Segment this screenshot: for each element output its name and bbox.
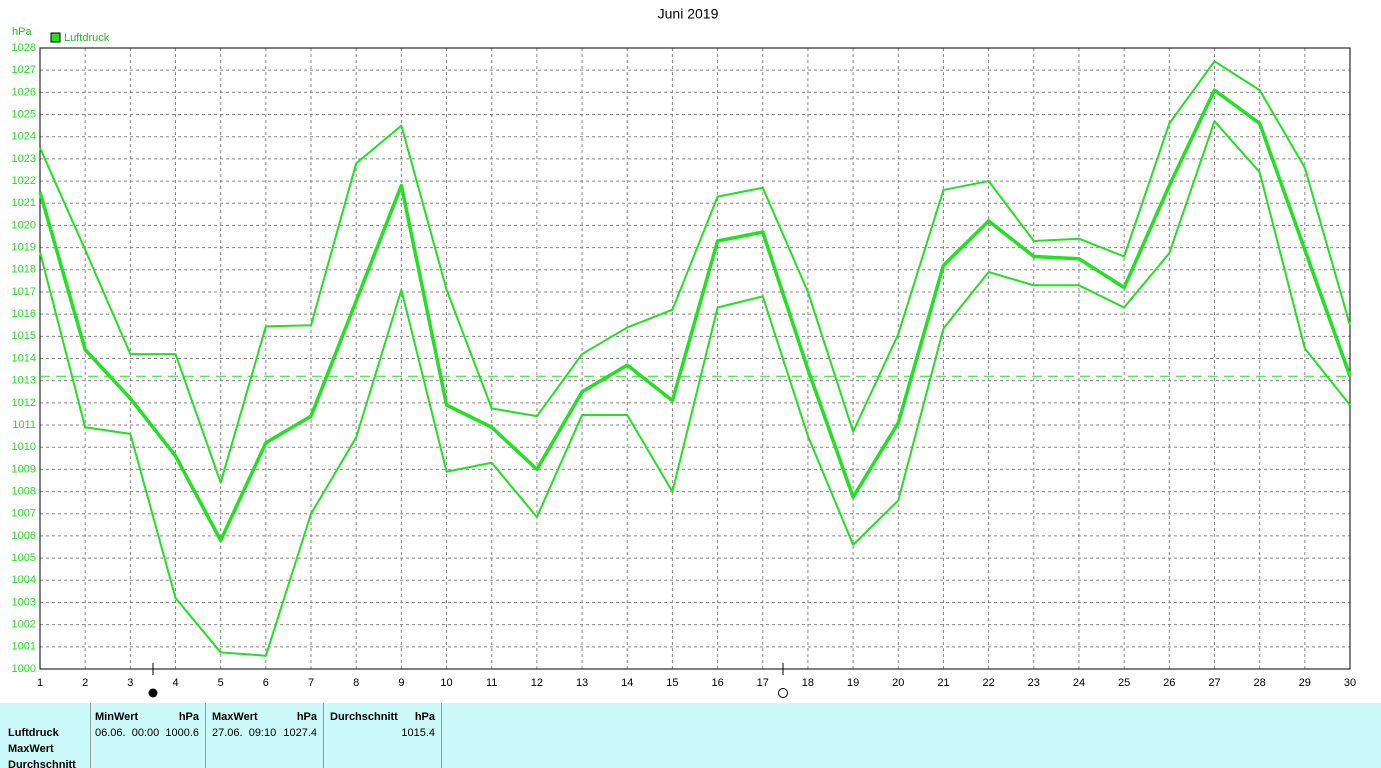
- x-tick-label: 30: [1344, 677, 1356, 689]
- y-tick-label: 1005: [12, 552, 36, 564]
- full-moon-icon: [778, 688, 788, 698]
- column-header: Durchschnitt: [330, 711, 398, 723]
- y-tick-label: 1025: [12, 108, 36, 120]
- y-tick-label: 1000: [12, 663, 36, 675]
- time: 27.06. 09:10: [212, 727, 277, 739]
- row-label: Durchschnitt: [8, 759, 76, 768]
- x-tick-label: 1: [37, 677, 43, 689]
- y-tick-label: 1021: [12, 197, 36, 209]
- y-tick-label: 1002: [12, 619, 36, 631]
- y-tick-label: 1011: [12, 419, 36, 431]
- y-tick-label: 1018: [12, 264, 36, 276]
- y-tick-label: 1007: [12, 508, 36, 520]
- x-tick-label: 29: [1299, 677, 1311, 689]
- stats-column: MinWert hPa 06.06. 00:00 1000.6: [90, 703, 205, 768]
- x-tick-label: 15: [666, 677, 678, 689]
- stats-panel: Luftdruck MaxWert Durchschnitt MinWert h…: [0, 703, 1381, 768]
- stats-column: MaxWert hPa 27.06. 09:10 1027.4: [205, 703, 323, 768]
- new-moon-icon: [148, 688, 158, 698]
- x-tick-label: 12: [531, 677, 543, 689]
- y-tick-label: 1019: [12, 242, 36, 254]
- y-tick-label: 1006: [12, 530, 36, 542]
- x-tick-label: 24: [1073, 677, 1085, 689]
- chart: Juni 2019 hPa Luftdruck 1000 1001 1002 1003…: [12, 6, 1356, 698]
- chart-title: Juni 2019: [658, 6, 719, 22]
- x-tick-label: 2: [82, 677, 88, 689]
- series-line: [39, 120, 1351, 657]
- x-tick-label: 3: [127, 677, 133, 689]
- y-tick-label: 1003: [12, 596, 36, 608]
- y-tick-label: 1023: [12, 153, 36, 165]
- x-tick-label: 9: [398, 677, 404, 689]
- time: 06.06. 00:00: [95, 727, 160, 739]
- y-tick-label: 1027: [12, 64, 36, 76]
- y-tick-label: 1022: [12, 175, 36, 187]
- x-tick-label: 25: [1118, 677, 1130, 689]
- y-tick-label: 1012: [12, 397, 36, 409]
- column-unit: hPa: [178, 711, 199, 723]
- x-tick-label: 16: [711, 677, 723, 689]
- x-tick-label: 19: [847, 677, 859, 689]
- x-tick-label: 11: [486, 677, 497, 689]
- x-tick-label: 7: [308, 677, 314, 689]
- x-tick-label: 13: [576, 677, 588, 689]
- legend-label: Luftdruck: [64, 32, 110, 44]
- x-tick-label: 21: [937, 677, 949, 689]
- column-unit: hPa: [414, 711, 435, 723]
- column-header: MinWert: [95, 711, 139, 723]
- value: 1027.4: [283, 727, 317, 739]
- series-line: [39, 60, 1351, 484]
- legend: Luftdruck: [50, 32, 110, 44]
- x-tick-label: 6: [263, 677, 269, 689]
- y-tick-label: 1014: [12, 352, 36, 364]
- value: 1015.4: [401, 727, 435, 739]
- column-header: MaxWert: [212, 711, 258, 723]
- series-line: [38, 88, 1352, 543]
- y-tick-label: 1028: [12, 42, 36, 54]
- stats-column: Durchschnitt hPa 1015.4: [323, 703, 442, 768]
- x-tick-label: 23: [1028, 677, 1040, 689]
- plot-frame: [39, 47, 1351, 670]
- y-tick-label: 1008: [12, 485, 36, 497]
- y-tick-label: 1010: [12, 441, 36, 453]
- y-tick-label: 1017: [12, 286, 36, 298]
- x-tick-label: 20: [892, 677, 904, 689]
- y-tick-label: 1020: [12, 219, 36, 231]
- x-tick-label: 14: [621, 677, 633, 689]
- x-tick-label: 4: [172, 677, 178, 689]
- x-tick-label: 28: [1254, 677, 1266, 689]
- x-tick-label: 8: [353, 677, 359, 689]
- x-tick-label: 22: [982, 677, 994, 689]
- column-unit: hPa: [296, 711, 317, 723]
- y-axis-label: hPa: [12, 26, 32, 38]
- y-tick-label: 1001: [12, 641, 36, 653]
- y-tick-label: 1004: [12, 574, 36, 586]
- value: 1000.6: [165, 727, 199, 739]
- row-label: Luftdruck: [8, 727, 59, 739]
- x-tick-label: 26: [1163, 677, 1175, 689]
- y-tick-label: 1015: [12, 330, 36, 342]
- y-tick-label: 1024: [12, 131, 36, 143]
- row-label: MaxWert: [8, 743, 54, 755]
- y-tick-label: 1013: [12, 375, 36, 387]
- y-tick-label: 1009: [12, 463, 36, 475]
- x-tick-label: 5: [218, 677, 224, 689]
- x-tick-label: 27: [1208, 677, 1220, 689]
- x-tick-label: 17: [757, 677, 769, 689]
- legend-swatch: [50, 32, 61, 43]
- y-tick-label: 1016: [12, 308, 36, 320]
- x-tick-label: 10: [440, 677, 452, 689]
- x-tick-label: 18: [802, 677, 814, 689]
- y-tick-label: 1026: [12, 86, 36, 98]
